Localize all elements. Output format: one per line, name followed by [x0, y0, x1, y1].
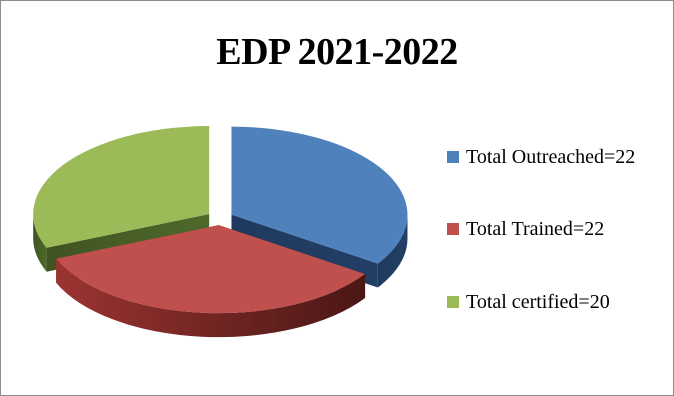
legend-item-outreached: Total Outreached=22	[447, 143, 636, 171]
legend-swatch-trained	[447, 223, 459, 235]
legend-swatch-outreached	[447, 151, 459, 163]
legend-item-certified: Total certified=20	[447, 288, 610, 316]
legend-label-certified: Total certified=20	[447, 288, 610, 316]
legend-label-trained: Total Trained=22	[447, 215, 604, 243]
legend-label-outreached: Total Outreached=22	[447, 143, 636, 171]
legend-item-trained: Total Trained=22	[447, 215, 604, 243]
legend-swatch-certified	[447, 296, 459, 308]
